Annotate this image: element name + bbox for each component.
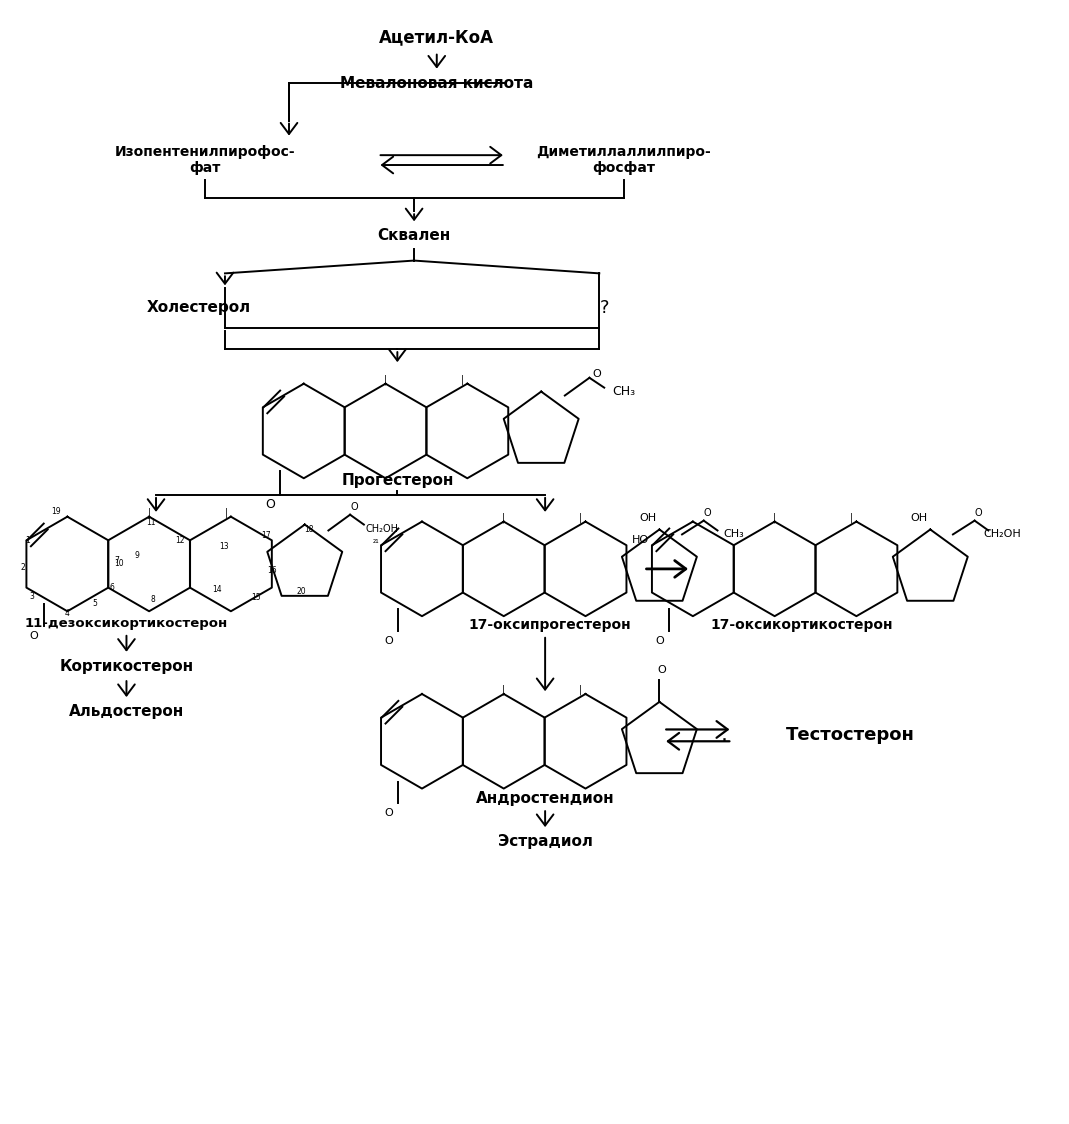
Text: O: O: [351, 501, 358, 511]
Text: фат: фат: [189, 161, 221, 175]
Text: Андростендион: Андростендион: [476, 791, 615, 806]
Text: |: |: [148, 508, 151, 518]
Text: |: |: [850, 513, 853, 523]
Text: O: O: [975, 508, 982, 518]
Text: OH: OH: [639, 513, 656, 523]
Text: Холестерол: Холестерол: [146, 300, 250, 316]
Text: O: O: [655, 636, 664, 646]
Text: Эстрадиол: Эстрадиол: [498, 834, 592, 850]
Text: O: O: [384, 808, 393, 818]
Text: O: O: [703, 508, 712, 518]
Text: CH₂OH: CH₂OH: [366, 524, 398, 534]
Text: O: O: [592, 369, 601, 379]
Text: 7: 7: [114, 555, 119, 564]
Text: CH₂OH: CH₂OH: [983, 529, 1021, 540]
Text: Тестостерон: Тестостерон: [786, 726, 915, 744]
Text: Ацетил-КоА: Ацетил-КоА: [379, 28, 494, 46]
Text: O: O: [657, 665, 666, 676]
Text: Альдостерон: Альдостерон: [68, 705, 184, 719]
Text: |: |: [384, 374, 387, 386]
Text: O: O: [30, 631, 38, 641]
Text: 2: 2: [20, 563, 26, 572]
Text: O: O: [384, 636, 393, 646]
Text: Прогестерон: Прогестерон: [341, 473, 453, 488]
Text: 8: 8: [151, 595, 155, 604]
Text: Сквален: Сквален: [377, 228, 451, 244]
Text: |: |: [502, 513, 506, 523]
Text: 1: 1: [26, 536, 30, 545]
Text: 13: 13: [219, 542, 229, 551]
Text: фосфат: фосфат: [592, 161, 655, 175]
Text: 20: 20: [296, 587, 306, 596]
Text: 17-оксипрогестерон: 17-оксипрогестерон: [468, 618, 632, 632]
Text: Изопентенилпирофос-: Изопентенилпирофос-: [115, 145, 296, 160]
Text: 5: 5: [93, 599, 97, 608]
Text: 17: 17: [262, 531, 272, 540]
Text: Диметиллаллилпиро-: Диметиллаллилпиро-: [537, 145, 711, 160]
Text: |: |: [224, 508, 228, 518]
Text: 17-оксикортикостерон: 17-оксикортикостерон: [710, 618, 893, 632]
Text: CH₃: CH₃: [613, 386, 635, 398]
Text: Кортикостерон: Кортикостерон: [60, 659, 193, 674]
Text: 3: 3: [30, 592, 34, 601]
Text: 12: 12: [175, 536, 185, 545]
Text: O: O: [265, 498, 275, 511]
Text: 15: 15: [251, 593, 261, 602]
Text: HO: HO: [632, 535, 649, 545]
Text: OH: OH: [910, 513, 927, 523]
Text: .: .: [721, 725, 728, 745]
Text: 14: 14: [213, 586, 222, 595]
Text: 6: 6: [109, 583, 114, 592]
Text: ?: ?: [600, 299, 609, 317]
Text: Мевалоновая кислота: Мевалоновая кислота: [340, 75, 533, 91]
Text: |: |: [579, 685, 583, 696]
Text: 18: 18: [304, 525, 313, 534]
Text: CH₃: CH₃: [723, 529, 744, 540]
Text: |: |: [773, 513, 776, 523]
Text: 19: 19: [50, 507, 60, 516]
Text: 9: 9: [135, 551, 140, 560]
Text: ₂₁: ₂₁: [372, 536, 379, 545]
Text: |: |: [461, 374, 464, 386]
Text: 10: 10: [113, 560, 123, 569]
Text: 11-дезоксикортикостерон: 11-дезоксикортикостерон: [25, 617, 228, 629]
Text: |: |: [502, 685, 506, 696]
Text: 16: 16: [267, 566, 277, 575]
Text: |: |: [579, 513, 583, 523]
Text: 11: 11: [146, 518, 156, 527]
Text: 4: 4: [65, 609, 69, 618]
